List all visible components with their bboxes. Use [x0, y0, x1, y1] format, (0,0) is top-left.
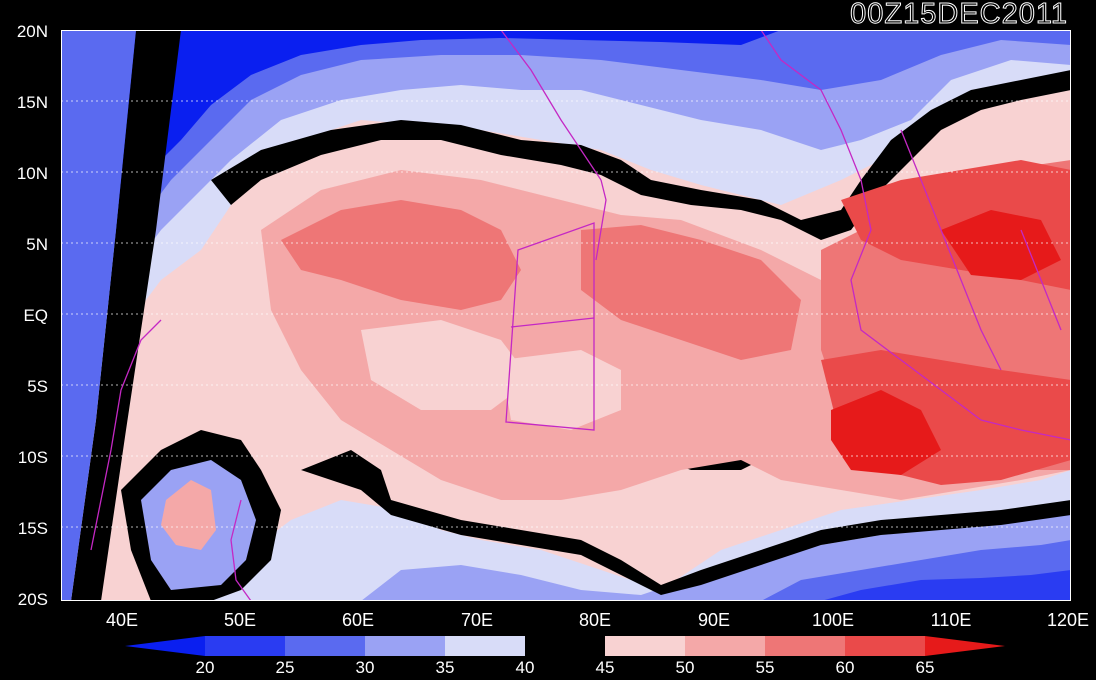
lat-label-20n: 20N [16, 22, 48, 41]
colorbar-arrow-left [125, 636, 205, 656]
lat-label-5n: 5N [26, 235, 48, 254]
south-black-band [301, 450, 1071, 595]
coastlines [90, 30, 1071, 601]
west-pink-spot [161, 480, 216, 550]
lat-label-eq: EQ [23, 306, 48, 325]
colorbar-swatch-7 [685, 636, 765, 656]
light-patch-2 [501, 350, 621, 430]
colorbar-swatch-3 [365, 636, 445, 656]
north-blue-mid [61, 30, 1071, 330]
north-blue-deepest [61, 30, 781, 240]
colorbar-arrow-right [925, 636, 1005, 656]
map-timestamp-title: 00Z15DEC2011 [850, 0, 1068, 31]
lon-label-80e: 80E [578, 610, 612, 630]
lat-label-10s: 10S [17, 448, 48, 467]
lat-label-15s: 15S [17, 519, 48, 538]
colorbar-label-45: 45 [595, 658, 615, 677]
lon-label-40e: 40E [105, 610, 139, 630]
colorbar-label-55: 55 [755, 658, 775, 677]
lon-label-110e: 110E [930, 610, 972, 630]
colorbar-label-25: 25 [275, 658, 295, 677]
colorbar-label-60: 60 [835, 658, 855, 677]
colorbar-label-50: 50 [675, 658, 695, 677]
lon-label-100e: 100E [811, 610, 855, 630]
sst-contour-map [61, 30, 1071, 601]
lon-label-70e: 70E [460, 610, 494, 630]
lat-label-5s: 5S [27, 377, 48, 396]
study-box-outline [505, 222, 595, 431]
lon-label-60e: 60E [341, 610, 375, 630]
colorbar-label-35: 35 [435, 658, 455, 677]
south-blue-deepest [821, 570, 1071, 601]
colorbar-swatch-2 [285, 636, 365, 656]
colorbar-label-30: 30 [355, 658, 375, 677]
colorbar-swatch-1 [205, 636, 285, 656]
colorbar-label-40: 40 [515, 658, 535, 677]
colorbar-label-20: 20 [195, 658, 215, 677]
lat-label-20s: 20S [17, 590, 48, 609]
colorbar-swatch-4 [445, 636, 525, 656]
lon-label-50e: 50E [223, 610, 257, 630]
lon-label-120e: 120E [1046, 610, 1090, 630]
lon-label-90e: 90E [697, 610, 731, 630]
warm-red-region-west [281, 200, 521, 310]
hot-region-core-1 [831, 390, 941, 475]
hot-region-core-2 [941, 210, 1061, 280]
colorbar-swatch-9 [845, 636, 925, 656]
satellite-gap-swath [71, 30, 181, 601]
colorbar-swatch-5 [525, 636, 605, 656]
colorbar [125, 636, 1005, 656]
grid-lines [61, 100, 1071, 528]
colorbar-swatch-6 [605, 636, 685, 656]
colorbar-label-65: 65 [915, 658, 935, 677]
colorbar-swatch-8 [765, 636, 845, 656]
light-patch-1 [361, 320, 531, 410]
far-west-blue [61, 30, 136, 601]
map-plot-area [61, 30, 1071, 601]
warm-red-region-center [581, 225, 801, 360]
lat-label-15n: 15N [16, 93, 48, 112]
lat-label-10n: 10N [16, 164, 48, 183]
